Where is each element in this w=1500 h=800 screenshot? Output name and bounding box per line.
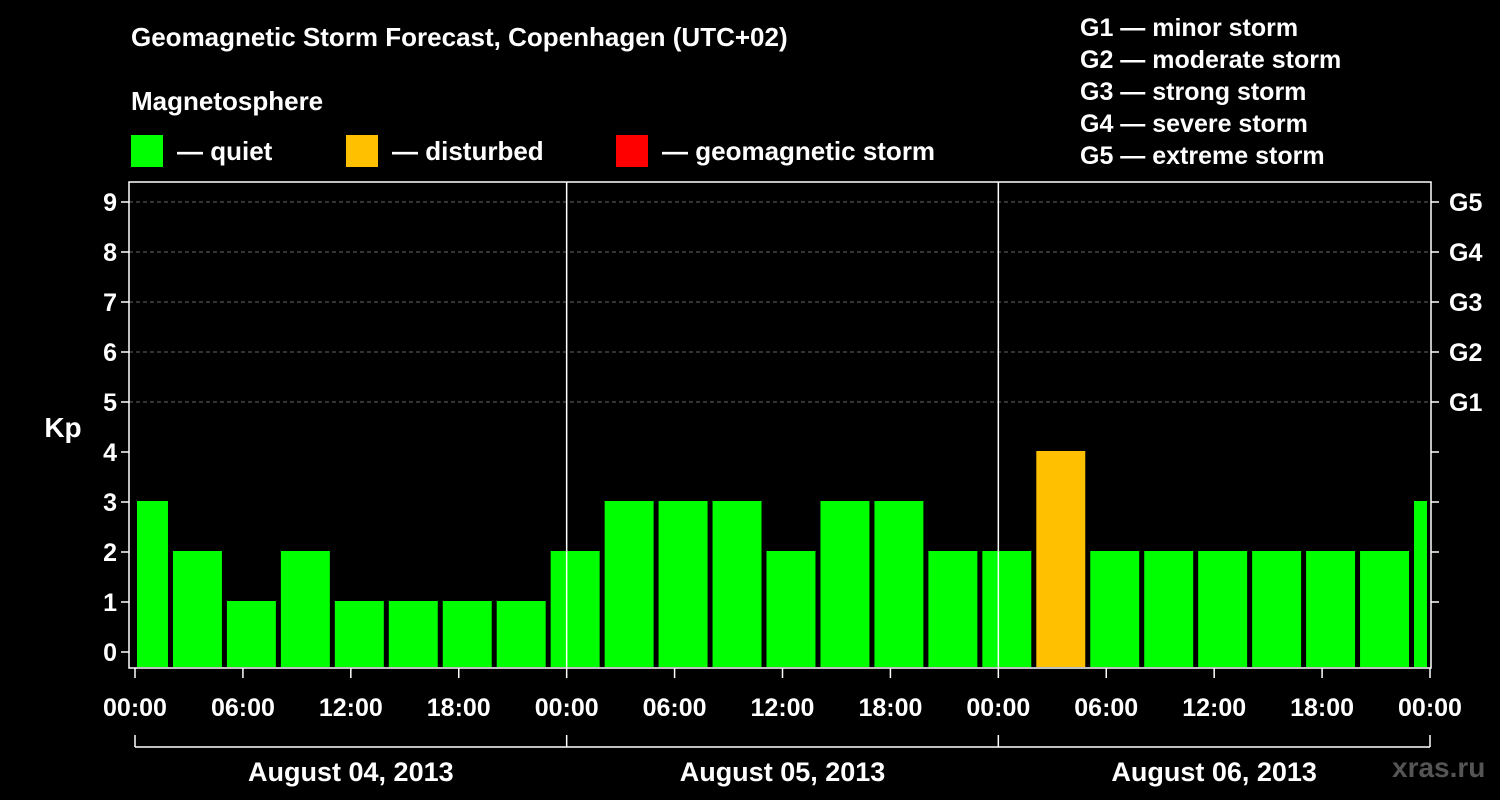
- legend-label-quiet: — quiet: [177, 135, 273, 166]
- x-tick-label: 06:00: [211, 694, 275, 722]
- right-tick-label: G3: [1449, 289, 1482, 317]
- y-tick-label: 6: [103, 339, 117, 367]
- disturbed-swatch: [346, 135, 378, 167]
- y-tick-label: 4: [103, 439, 117, 467]
- x-tick-label: 00:00: [966, 694, 1030, 722]
- watermark: xras.ru: [1392, 752, 1486, 783]
- storm-swatch: [616, 135, 648, 167]
- storm-scale-legend: G1 — minor storm G2 — moderate storm G3 …: [1080, 12, 1341, 172]
- bar-quiet: [496, 601, 546, 667]
- bar-quiet: [1414, 501, 1427, 667]
- bar-quiet: [766, 551, 816, 667]
- bar-quiet: [172, 551, 222, 667]
- bar-quiet: [604, 501, 654, 667]
- bar-quiet: [982, 551, 1032, 667]
- bar-quiet: [1144, 551, 1194, 667]
- x-tick-label: 12:00: [319, 694, 383, 722]
- quiet-swatch: [131, 135, 163, 167]
- chart-title: Geomagnetic Storm Forecast, Copenhagen (…: [131, 22, 788, 52]
- day-label: August 05, 2013: [680, 757, 886, 787]
- x-tick-label: 00:00: [1398, 694, 1462, 722]
- bar-quiet: [820, 501, 870, 667]
- y-tick-label: 2: [103, 539, 117, 567]
- y-axis-label: Kp: [44, 412, 81, 443]
- bar-disturbed: [1036, 451, 1086, 667]
- legend-item-storm: — geomagnetic storm: [616, 134, 935, 168]
- x-tick-label: 18:00: [1290, 694, 1354, 722]
- plot-frame: [128, 181, 1432, 669]
- y-tick-label: 0: [103, 639, 117, 667]
- x-tick-label: 12:00: [1182, 694, 1246, 722]
- bar-quiet: [226, 601, 276, 667]
- legend-item-disturbed: — disturbed: [346, 134, 544, 168]
- bar-quiet: [1198, 551, 1248, 667]
- storm-scale-g3: G3 — strong storm: [1080, 78, 1307, 106]
- x-tick-label: 06:00: [1074, 694, 1138, 722]
- bar-quiet: [874, 501, 924, 667]
- bar-quiet: [388, 601, 438, 667]
- bar-quiet: [137, 501, 168, 667]
- x-tick-label: 18:00: [858, 694, 922, 722]
- y-tick-label: 8: [103, 239, 117, 267]
- y-tick-label: 3: [103, 489, 117, 517]
- day-label: August 04, 2013: [248, 757, 454, 787]
- bar-quiet: [658, 501, 708, 667]
- y-tick-label: 1: [103, 589, 117, 617]
- right-tick-label: G4: [1449, 239, 1482, 267]
- legend-label-disturbed: — disturbed: [392, 135, 544, 166]
- day-label: August 06, 2013: [1111, 757, 1317, 787]
- x-tick-label: 12:00: [751, 694, 815, 722]
- bar-quiet: [712, 501, 762, 667]
- storm-scale-g5: G5 — extreme storm: [1080, 142, 1325, 170]
- bar-quiet: [442, 601, 492, 667]
- right-tick-label: G2: [1449, 339, 1482, 367]
- storm-scale-g1: G1 — minor storm: [1080, 14, 1299, 42]
- bar-quiet: [1360, 551, 1410, 667]
- bar-quiet: [928, 551, 978, 667]
- x-tick-label: 00:00: [103, 694, 167, 722]
- storm-scale-g2: G2 — moderate storm: [1080, 46, 1342, 74]
- bar-quiet: [1252, 551, 1302, 667]
- x-tick-label: 06:00: [643, 694, 707, 722]
- y-tick-label: 9: [103, 189, 117, 217]
- storm-scale-g4: G4 — severe storm: [1080, 110, 1308, 138]
- x-tick-label: 00:00: [535, 694, 599, 722]
- bar-quiet: [550, 551, 600, 667]
- legend-item-quiet: — quiet: [131, 134, 272, 168]
- y-tick-label: 7: [103, 289, 117, 317]
- y-tick-label: 5: [103, 389, 117, 417]
- bar-quiet: [1306, 551, 1356, 667]
- right-tick-label: G5: [1449, 189, 1482, 217]
- x-tick-label: 18:00: [427, 694, 491, 722]
- bar-quiet: [280, 551, 330, 667]
- legend-title: Magnetosphere: [131, 86, 324, 116]
- right-tick-label: G1: [1449, 389, 1482, 417]
- bar-quiet: [1090, 551, 1140, 667]
- bar-quiet: [334, 601, 384, 667]
- legend-label-storm: — geomagnetic storm: [662, 135, 936, 166]
